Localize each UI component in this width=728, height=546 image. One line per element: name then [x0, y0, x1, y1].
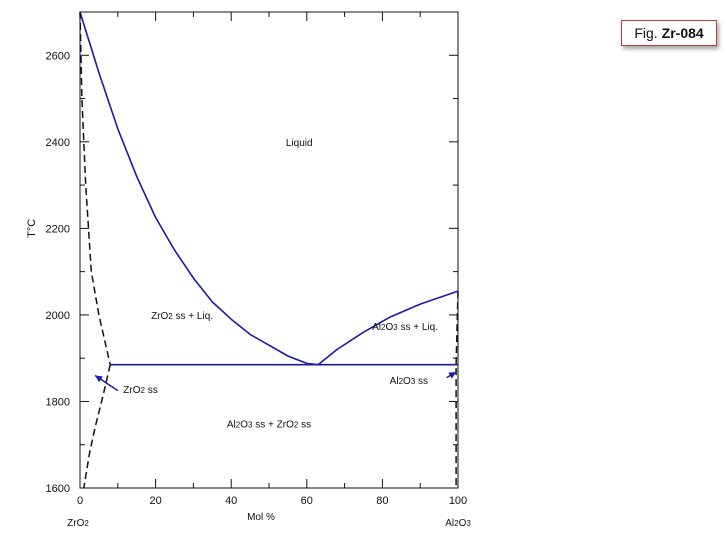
series-line-3 [79, 11, 111, 365]
y-tick-label: 1600 [46, 483, 70, 495]
x-tick-label: 20 [149, 495, 161, 507]
region-label-5: Al2O3 ss + ZrO2 ss [227, 419, 311, 430]
series-line-5 [455, 291, 459, 488]
x-tick-label: 100 [449, 495, 467, 507]
arrow-head-1 [448, 372, 457, 379]
x-tick-label: 0 [77, 495, 83, 507]
y-axis-label: T°C [26, 219, 38, 238]
series-line-0 [79, 11, 319, 366]
y-tick-label: 1800 [46, 396, 70, 408]
arrow-head-0 [95, 375, 103, 383]
x-tick-label: 60 [301, 495, 313, 507]
figure-label-code: Zr-084 [661, 25, 704, 41]
series-line-1 [317, 290, 459, 366]
figure-label-prefix: Fig. [634, 25, 658, 41]
region-label-1: ZrO2 ss + Liq. [151, 311, 213, 322]
endpoint-label-left: ZrO2 [67, 518, 89, 529]
region-label-2: Al2O3 ss + Liq. [372, 322, 438, 333]
plot-frame [79, 11, 459, 489]
y-tick-label: 2400 [46, 137, 70, 149]
x-axis-label: Mol % [247, 512, 275, 523]
figure-label: Fig. Zr-084 [621, 20, 717, 46]
region-label-4: Al2O3 ss [390, 376, 428, 387]
y-tick-label: 2600 [46, 50, 70, 62]
y-tick-label: 2200 [46, 223, 70, 235]
x-tick-label: 80 [376, 495, 388, 507]
endpoint-label-right: Al2O3 [445, 518, 471, 529]
region-label-3: ZrO2 ss [123, 385, 157, 396]
y-tick-label: 2000 [46, 310, 70, 322]
x-tick-label: 40 [225, 495, 237, 507]
series-line-4 [83, 364, 111, 489]
region-label-0: Liquid [286, 138, 313, 149]
